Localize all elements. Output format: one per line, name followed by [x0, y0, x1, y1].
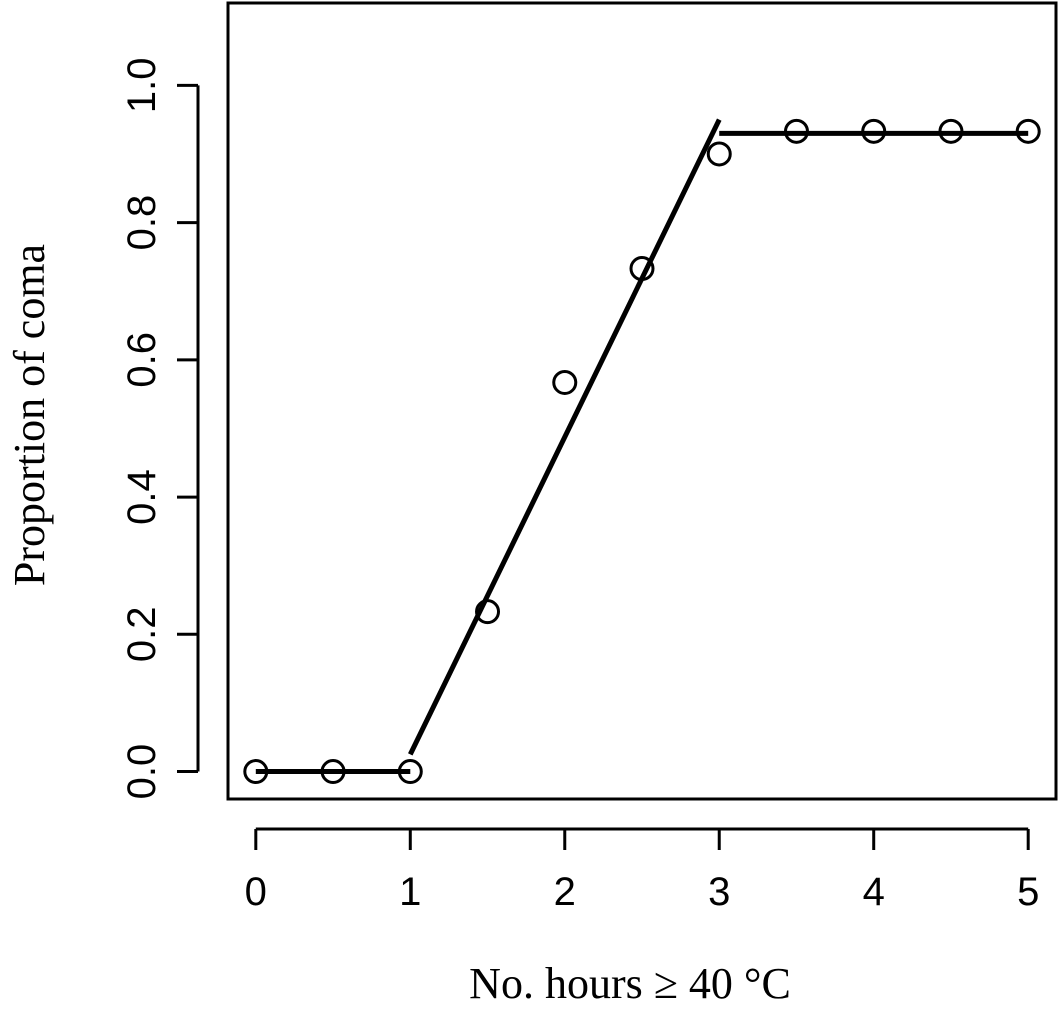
data-point [706, 141, 732, 167]
x-axis-title: No. hours ≥ 40 °C [469, 959, 791, 1008]
data-point [1015, 118, 1041, 144]
y-tick-label: 0.8 [120, 195, 164, 251]
data-point [938, 118, 964, 144]
y-tick-label: 0.0 [120, 744, 164, 800]
data-point [552, 369, 578, 395]
x-axis: 0 1 2 3 4 5 [245, 827, 1039, 914]
data-point [475, 599, 501, 625]
x-tick-label: 1 [399, 870, 421, 914]
x-tick-label: 5 [1017, 870, 1039, 914]
y-tick-label: 0.4 [120, 469, 164, 525]
y-tick-label: 0.6 [120, 332, 164, 388]
plot-frame [226, 1, 1058, 801]
y-tick-label: 1.0 [120, 58, 164, 114]
data-point [783, 118, 809, 144]
y-axis-title: Proportion of coma [5, 244, 54, 586]
y-axis: 0.0 0.2 0.4 0.6 0.8 1.0 [120, 58, 200, 800]
data-points [243, 118, 1041, 785]
data-point [243, 759, 269, 785]
x-tick-label: 3 [708, 870, 730, 914]
data-point [629, 256, 655, 282]
data-point [397, 759, 423, 785]
data-point [320, 759, 346, 785]
y-tick-label: 0.2 [120, 607, 164, 663]
fit-line-segment [408, 118, 722, 756]
x-tick-label: 0 [245, 870, 267, 914]
fit-lines [255, 118, 1029, 775]
x-tick-label: 4 [863, 870, 885, 914]
data-point [861, 118, 887, 144]
x-tick-label: 2 [554, 870, 576, 914]
